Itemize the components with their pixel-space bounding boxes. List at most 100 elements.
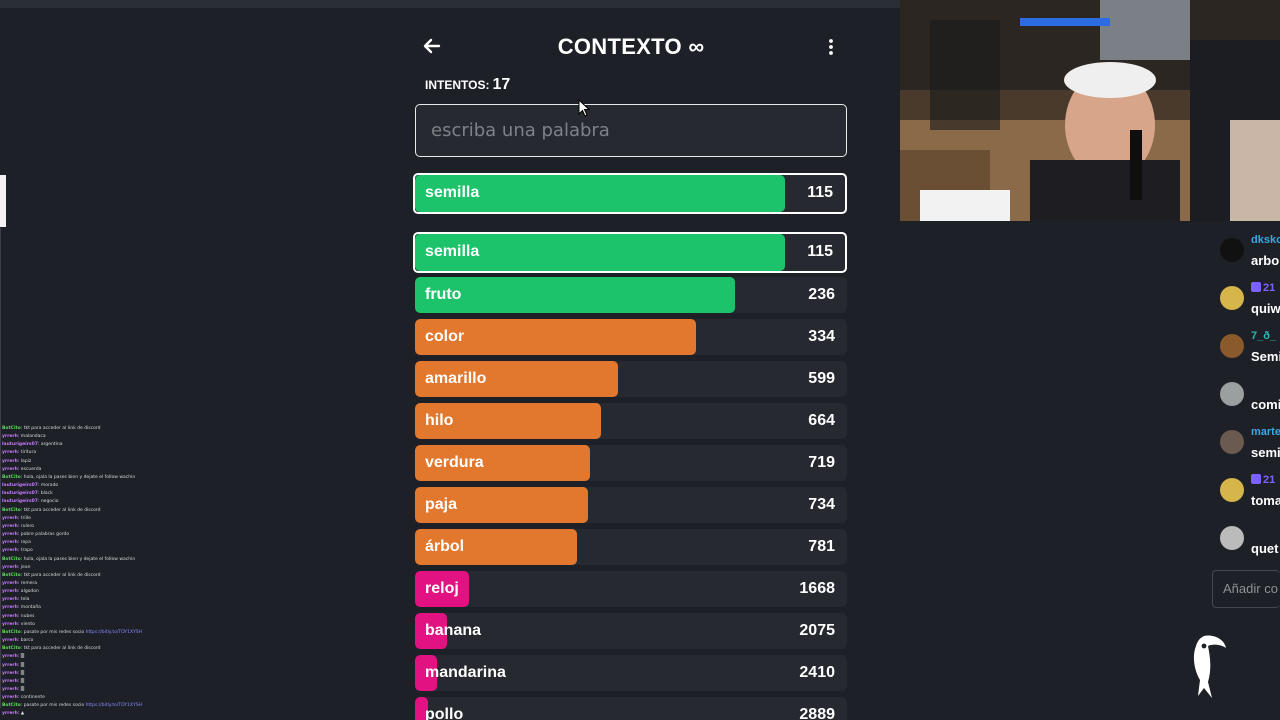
chat-username: lauturigeirs07: [2, 491, 38, 497]
chat-text: : tkt para acceder al link de discord: [20, 646, 101, 652]
chat-link[interactable]: https://bitly.to/TOY1XYSH: [85, 703, 143, 709]
chat-text: : pobre palabras gordo: [17, 532, 70, 538]
chat-username: BotCito: [2, 474, 21, 480]
last-guess-word: semilla: [425, 184, 480, 201]
chat-link[interactable]: https://bitly.to/TOY1XYSH: [85, 629, 143, 635]
chat-text: : malandaca: [17, 434, 46, 440]
guess-word: árbol: [425, 538, 465, 555]
guess-word: fruto: [425, 286, 462, 303]
guess-row: hilo 664: [415, 403, 847, 439]
more-menu-icon[interactable]: [826, 36, 836, 58]
guess-rank: 664: [808, 412, 835, 429]
chat-username[interactable]: dksko: [1251, 234, 1280, 246]
chat-line: BotCito: tkt para acceder al link de dis…: [0, 645, 170, 653]
chat-text: : ▒: [17, 678, 25, 684]
chat-username[interactable]: 21: [1251, 282, 1275, 294]
chat-text: : morado: [37, 483, 59, 489]
chat-input[interactable]: Añadir co: [1212, 570, 1280, 608]
chat-username: yrrerh: [2, 687, 18, 692]
chat-text: : ▒: [17, 654, 25, 660]
chat-text: : montaña: [17, 605, 41, 611]
chat-username[interactable]: 21: [1251, 474, 1275, 486]
chat-text: : hola, ojala la pases bien y dejate el …: [20, 556, 136, 562]
guess-rank: 334: [808, 328, 835, 345]
chat-text: toma: [1251, 493, 1280, 508]
avatar[interactable]: [1220, 382, 1244, 406]
chat-username: yrrerh: [2, 523, 18, 529]
chat-username: yrrerh: [2, 711, 18, 717]
chat-line: lauturigeirs07: morado: [0, 482, 170, 490]
guess-row: semilla 115: [413, 232, 847, 273]
avatar[interactable]: [1220, 286, 1244, 310]
left-edge-panel: [0, 175, 6, 227]
chat-text: : barco: [17, 638, 34, 644]
chat-username-text: marte: [1251, 426, 1280, 438]
chat-text: : viento: [17, 621, 35, 627]
chat-username: yrrerh: [2, 638, 18, 644]
guess-row: fruto 236: [415, 277, 847, 313]
guess-row: pollo 2889: [415, 697, 847, 720]
guess-row: reloj 1668: [415, 571, 847, 607]
chat-username: BotCito: [2, 572, 21, 578]
avatar[interactable]: [1220, 478, 1244, 502]
guess-row: verdura 719: [415, 445, 847, 481]
guess-word: color: [425, 328, 465, 345]
avatar[interactable]: [1220, 526, 1244, 550]
chat-line: lauturigeirs07: negocio: [0, 498, 170, 506]
chat-message: 7_ð_ Semi: [1212, 330, 1280, 374]
guess-rank: 2889: [799, 706, 835, 720]
chat-username[interactable]: marte: [1251, 426, 1280, 438]
chat-username: BotCito: [2, 629, 21, 635]
chat-line: BotCito: tkt para acceder al link de dis…: [0, 572, 170, 580]
guess-rank: 1668: [799, 580, 835, 597]
chat-text: : algodon: [17, 589, 39, 595]
guess-similarity-bar: [415, 529, 577, 565]
chat-message: 21 quiw: [1212, 282, 1280, 326]
sub-badge-icon: [1251, 474, 1261, 484]
attempts-value: 17: [492, 76, 511, 93]
avatar[interactable]: [1220, 334, 1244, 358]
chat-text: : ▒: [17, 670, 25, 676]
chat-line: yrrerh: barco: [0, 637, 170, 645]
chat-text: : tkt para acceder al link de discord: [20, 572, 101, 578]
chat-line: BotCito: tkt para acceder al link de dis…: [0, 507, 170, 515]
chat-username-text: 7_ð_: [1251, 330, 1277, 342]
chat-line: yrrerh: rulero: [0, 523, 170, 531]
avatar[interactable]: [1220, 430, 1244, 454]
chat-line: yrrerh: trapo: [0, 547, 170, 555]
guess-similarity-bar: [415, 319, 696, 355]
guess-word: pollo: [425, 706, 464, 720]
chat-text: : tkt para acceder al link de discord: [20, 507, 101, 513]
chat-text: : ▒: [17, 662, 25, 668]
guess-word: amarillo: [425, 370, 487, 387]
guess-similarity-bar: [415, 487, 588, 523]
chat-username: yrrerh: [2, 670, 18, 676]
chat-line: yrrerh: nubes: [0, 613, 170, 621]
chat-line: BotCito: pasate por mis redes socio http…: [0, 629, 170, 637]
chat-text: : ropa: [17, 540, 31, 546]
chat-line: yrrerh: tiritura: [0, 449, 170, 457]
avatar[interactable]: [1220, 238, 1244, 262]
chat-text: : continente: [17, 695, 45, 701]
back-arrow-icon[interactable]: [422, 36, 442, 56]
chat-username: yrrerh: [2, 580, 18, 586]
chat-line: yrrerh: ▒: [0, 670, 170, 678]
word-input[interactable]: [415, 104, 847, 157]
guess-rank: 2075: [799, 622, 835, 639]
chat-line: yrrerh: viento: [0, 621, 170, 629]
last-guess-row: semilla 115: [413, 173, 847, 214]
chat-text: : lapiz: [17, 458, 32, 464]
browser-top-bar: [0, 0, 900, 8]
sub-badge-icon: [1251, 282, 1261, 292]
chat-username: lauturigeirs07: [2, 483, 38, 489]
chat-line: yrrerh: ropa: [0, 539, 170, 547]
chat-message: 21 toma: [1212, 474, 1280, 518]
chat-username: yrrerh: [2, 450, 18, 456]
chat-message: comi: [1212, 378, 1280, 422]
chat-username: yrrerh: [2, 695, 18, 701]
chat-username[interactable]: 7_ð_: [1251, 330, 1276, 342]
chat-username: yrrerh: [2, 466, 18, 472]
right-chat: dksko arbol 21 quiw 7_ð_ Semi comi marte semi 21 t…: [1212, 228, 1280, 628]
chat-username: yrrerh: [2, 605, 18, 611]
guess-similarity-bar: [415, 655, 437, 691]
